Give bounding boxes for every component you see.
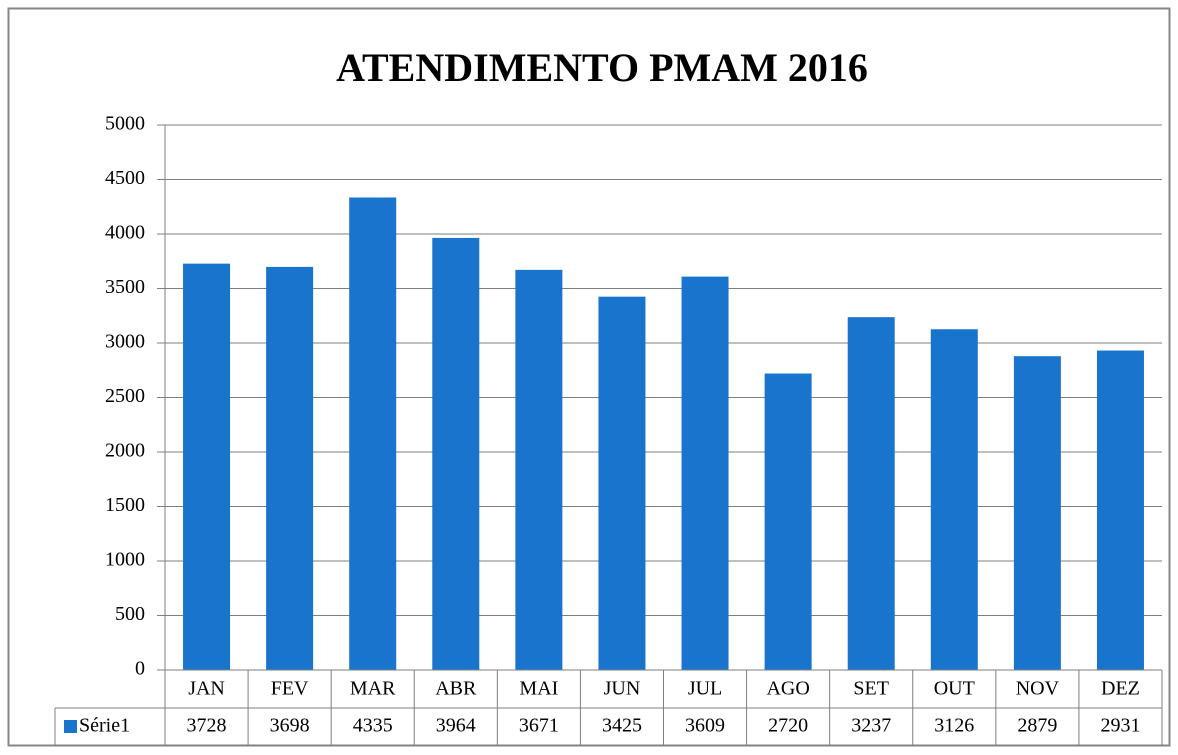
x-tick-label: FEV bbox=[271, 678, 309, 700]
y-tick-label: 1000 bbox=[105, 549, 145, 571]
bar bbox=[266, 266, 314, 670]
data-table-value: 3425 bbox=[602, 715, 642, 737]
x-tick-label: OUT bbox=[934, 678, 975, 700]
bar bbox=[930, 329, 978, 670]
data-table-value: 3609 bbox=[685, 715, 725, 737]
x-tick-label: JUN bbox=[604, 678, 641, 700]
y-tick-label: 0 bbox=[135, 658, 145, 680]
y-tick-label: 3000 bbox=[105, 331, 145, 353]
data-table-value: 2720 bbox=[768, 715, 808, 737]
y-tick-label: 2000 bbox=[105, 440, 145, 462]
y-tick-label: 4000 bbox=[105, 222, 145, 244]
data-table-value: 3964 bbox=[436, 715, 476, 737]
y-tick-label: 3500 bbox=[105, 276, 145, 298]
x-tick-label: JAN bbox=[188, 678, 225, 700]
bar bbox=[183, 263, 231, 670]
data-table-value: 2879 bbox=[1017, 715, 1057, 737]
x-tick-label: JUL bbox=[688, 678, 722, 700]
bar bbox=[515, 269, 563, 670]
data-table-value: 3126 bbox=[934, 715, 974, 737]
x-tick-label: DEZ bbox=[1101, 678, 1140, 700]
bar bbox=[1013, 356, 1061, 670]
x-tick-label: AGO bbox=[766, 678, 809, 700]
data-table-value: 3728 bbox=[187, 715, 227, 737]
bar bbox=[681, 276, 729, 670]
data-table-value: 2931 bbox=[1100, 715, 1140, 737]
bar bbox=[598, 296, 646, 670]
bar bbox=[847, 317, 895, 670]
x-tick-label: ABR bbox=[435, 678, 477, 700]
chart-title: ATENDIMENTO PMAM 2016 bbox=[336, 45, 868, 90]
y-tick-label: 500 bbox=[115, 603, 145, 625]
bar bbox=[1096, 350, 1144, 670]
bar bbox=[764, 373, 812, 670]
data-table-value: 3237 bbox=[851, 715, 891, 737]
data-table-value: 4335 bbox=[353, 715, 393, 737]
x-tick-label: MAR bbox=[350, 678, 396, 700]
y-tick-label: 1500 bbox=[105, 494, 145, 516]
data-table-value: 3671 bbox=[519, 715, 559, 737]
y-tick-label: 5000 bbox=[105, 113, 145, 135]
y-tick-label: 4500 bbox=[105, 167, 145, 189]
x-tick-label: MAI bbox=[519, 678, 558, 700]
legend-swatch bbox=[64, 720, 77, 733]
bar bbox=[432, 237, 480, 670]
data-table-value: 3698 bbox=[270, 715, 310, 737]
chart-border bbox=[7, 7, 1171, 747]
x-tick-label: NOV bbox=[1016, 678, 1060, 700]
y-tick-label: 2500 bbox=[105, 385, 145, 407]
legend-label: Série1 bbox=[79, 715, 130, 737]
bar bbox=[349, 197, 397, 671]
x-tick-label: SET bbox=[853, 678, 889, 700]
